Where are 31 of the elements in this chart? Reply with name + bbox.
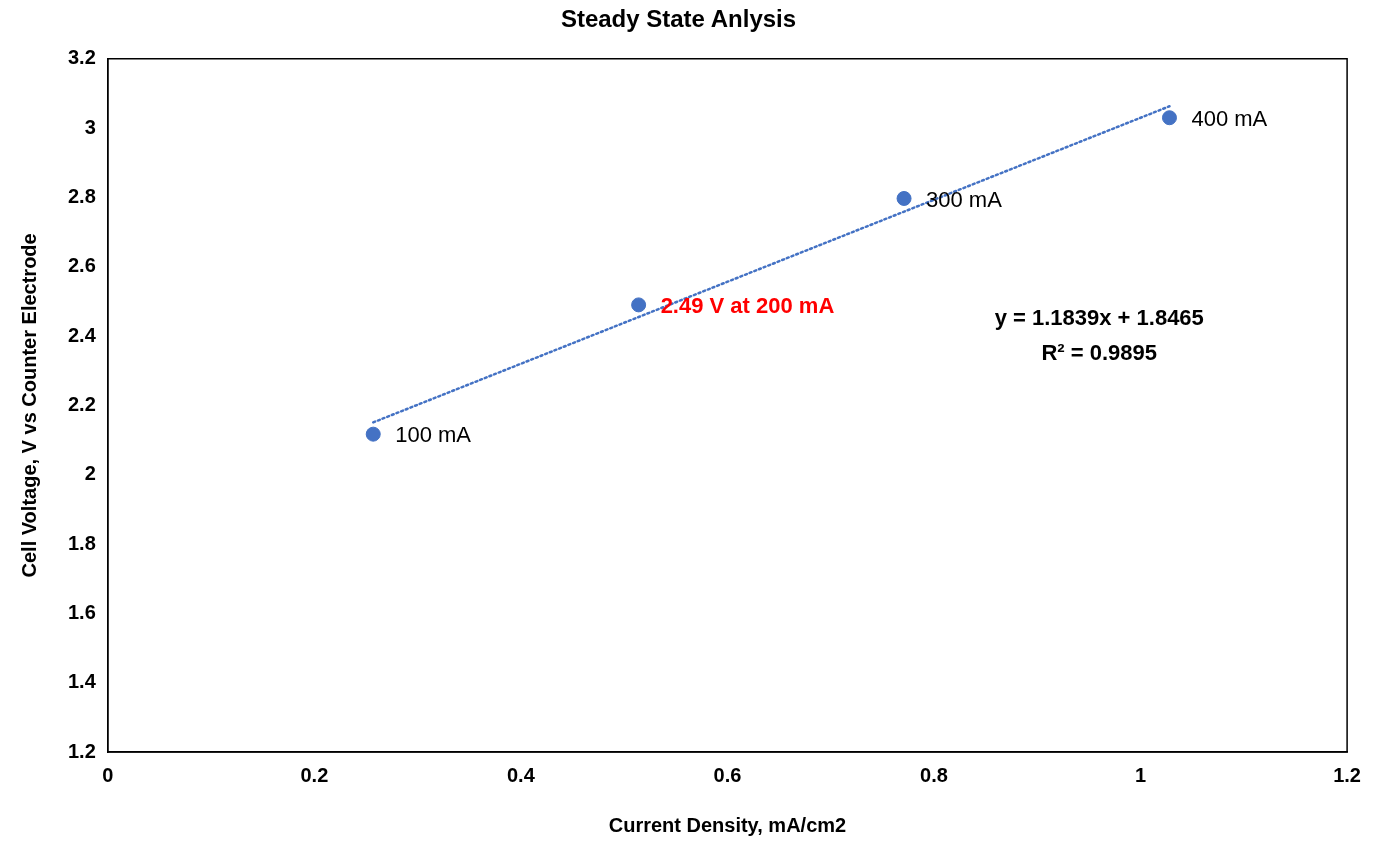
annotation: y = 1.1839x + 1.8465 [994,304,1204,330]
y-tick-label: 2.4 [67,323,97,346]
y-tick-label: 1.4 [67,670,97,693]
point [365,426,381,442]
point [896,190,912,206]
x-tick-label: 0.6 [713,763,742,786]
y-tick-label: 1.2 [67,739,96,762]
y-tick-label: 2.6 [67,254,96,277]
annotation: 2.49 V at 200 mA [660,292,835,318]
chart-title: Steady State Anlysis [560,5,797,33]
x-axis-title: Current Density, mA/cm2 [608,813,847,836]
x-tick-label: 0 [102,763,114,786]
point [631,297,647,313]
y-tick-label: 1.6 [67,600,96,623]
y-tick-label: 2.2 [67,392,96,415]
y-tick-label: 2 [84,462,96,485]
x-tick-label: 0.4 [507,763,536,786]
y-tick-label: 3.2 [67,46,96,69]
x-tick-label: 1 [1134,763,1147,786]
y-tick-label: 1.8 [67,531,96,554]
y-tick-label: 2.8 [67,184,96,207]
y-tick-label: 3 [84,115,96,138]
annotation: R² = 0.9895 [1041,339,1158,365]
y-axis-title: Cell Voltage, V vs Counter Electrode [17,233,40,578]
annotation: 400 mA [1191,105,1268,131]
x-tick-label: 0.8 [920,763,948,786]
x-tick-label: 0.2 [300,763,329,786]
annotation: 100 mA [395,422,472,448]
annotation: 300 mA [926,186,1003,212]
point [1161,110,1177,126]
x-tick-label: 1.2 [1333,763,1361,786]
